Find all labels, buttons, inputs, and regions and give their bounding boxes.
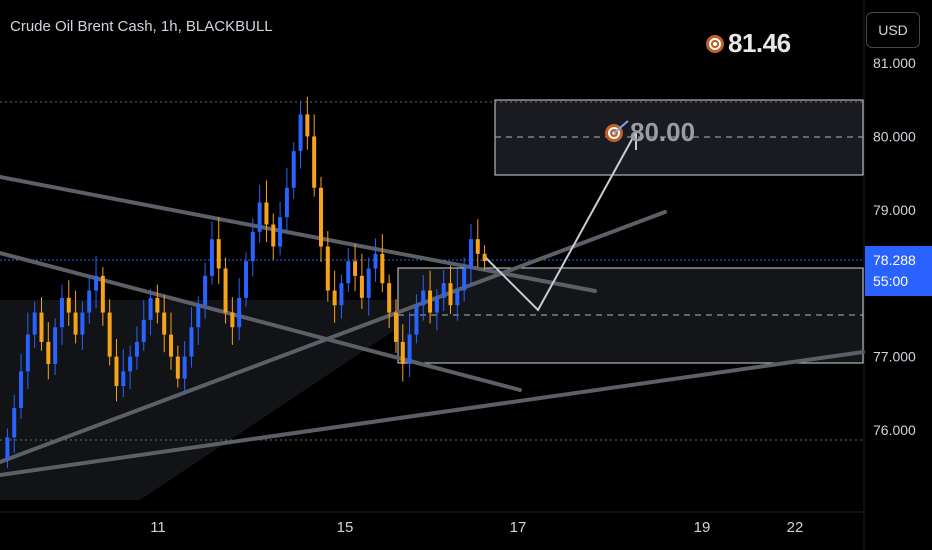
y-tick-label: 79.000 [873, 202, 916, 218]
candle-body [183, 357, 187, 379]
candle-body [353, 261, 357, 276]
y-tick-label: 76.000 [873, 422, 916, 438]
x-tick-label: 11 [150, 519, 166, 536]
candle-body [292, 151, 296, 188]
target-icon [706, 35, 724, 53]
candle-body [155, 298, 159, 313]
candle-body [408, 335, 412, 364]
candle-body [380, 254, 384, 283]
x-axis: 11 15 17 19 22 [150, 519, 803, 536]
candle-body [435, 298, 439, 313]
candle-body [339, 283, 343, 305]
candle-body [135, 342, 139, 357]
candle-body [87, 291, 91, 313]
target-zone-label: 80.00 [630, 117, 695, 147]
candle-body [224, 269, 228, 313]
candle-body [483, 254, 487, 261]
candle-body [237, 298, 241, 327]
candle-body [169, 335, 173, 357]
candle-body [80, 313, 84, 335]
candle-body [46, 342, 50, 364]
candle-body [162, 313, 166, 335]
bar-countdown: 55:00 [873, 271, 932, 292]
candle-body [401, 342, 405, 364]
candle-body [285, 188, 289, 217]
candle-body [12, 408, 16, 437]
candle-body [149, 298, 153, 320]
candle-body [53, 327, 57, 364]
candle-body [394, 313, 398, 342]
candle-body [449, 283, 453, 305]
candle-body [367, 269, 371, 298]
candle-body [271, 224, 275, 246]
candle-body [5, 437, 9, 459]
candle-body [101, 276, 105, 313]
candle-body [299, 114, 303, 151]
candle-body [312, 136, 316, 187]
target-price-value: 81.46 [728, 28, 791, 59]
candle-body [476, 239, 480, 254]
candle-body [346, 261, 350, 283]
candle-body [74, 313, 78, 335]
shaded-wedge [0, 300, 440, 500]
candle-body [19, 371, 23, 408]
candle-body [189, 327, 193, 356]
x-tick-label: 19 [694, 519, 711, 536]
candle-body [121, 371, 125, 386]
candle-body [462, 269, 466, 291]
candle-body [26, 335, 30, 372]
currency-button[interactable]: USD [866, 12, 920, 48]
candle-body [230, 313, 234, 328]
current-price-value: 78.288 [873, 250, 932, 271]
candle-body [360, 276, 364, 298]
candle-body [469, 239, 473, 268]
current-price-tag: 78.288 55:00 [865, 246, 932, 296]
candle-body [374, 254, 378, 269]
candle-body [442, 283, 446, 298]
candle-body [258, 202, 262, 231]
candle-body [278, 217, 282, 246]
candle-body [319, 188, 323, 247]
candle-body [94, 276, 98, 291]
candle-body [326, 247, 330, 291]
candle-body [455, 291, 459, 306]
candle-body [196, 305, 200, 327]
candle-body [428, 291, 432, 313]
x-tick-label: 17 [510, 519, 527, 536]
candle-body [128, 357, 132, 372]
candle-body [414, 305, 418, 334]
candle-body [39, 313, 43, 342]
candle-body [108, 313, 112, 357]
candle-body [421, 291, 425, 306]
candle-body [33, 313, 37, 335]
x-tick-label: 22 [787, 519, 804, 536]
candle-body [333, 291, 337, 306]
candle-body [244, 261, 248, 298]
candle-body [142, 320, 146, 342]
x-tick-label: 15 [337, 519, 354, 536]
candle-body [264, 202, 268, 224]
candle-body [60, 298, 64, 327]
candle-body [176, 357, 180, 379]
candle-body [210, 239, 214, 276]
candle-body [203, 276, 207, 305]
y-tick-label: 77.000 [873, 349, 916, 365]
candle-body [67, 298, 71, 313]
target-price-label: 81.46 [706, 28, 791, 59]
candle-body [305, 114, 309, 136]
candle-body [387, 283, 391, 312]
candle-body [114, 357, 118, 386]
chart-title: Crude Oil Brent Cash, 1h, BLACKBULL [10, 18, 273, 35]
candle-body [251, 232, 255, 261]
y-tick-label: 80.000 [873, 128, 916, 144]
y-tick-label: 81.000 [873, 55, 916, 71]
candle-body [217, 239, 221, 268]
